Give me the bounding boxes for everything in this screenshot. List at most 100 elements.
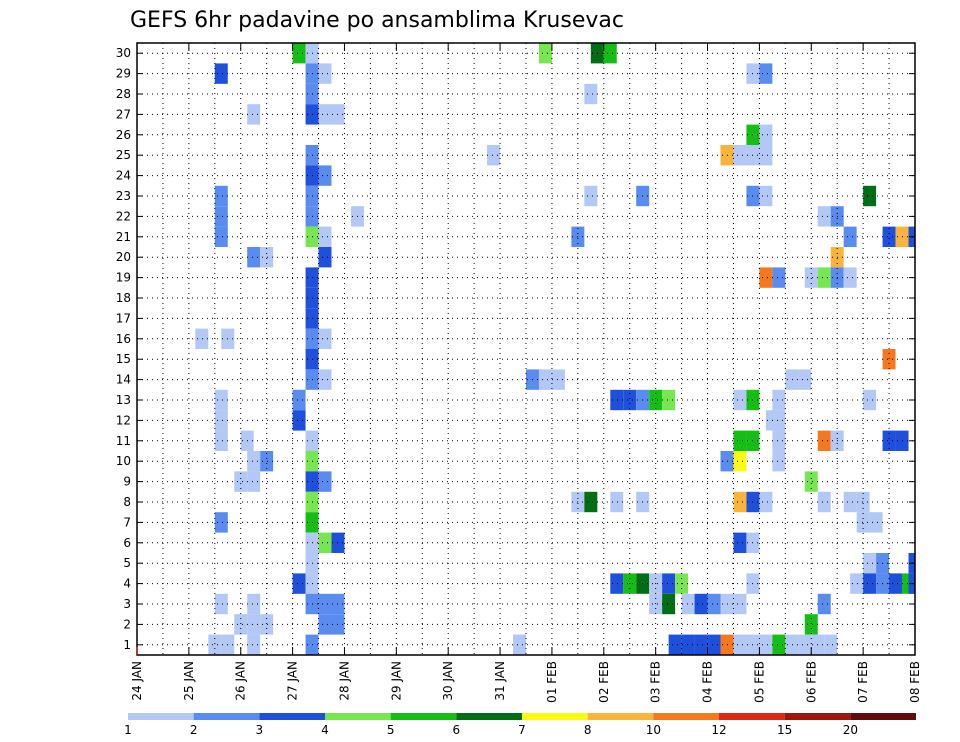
y-tick-label: 30 <box>116 46 131 60</box>
legend-swatch <box>456 713 522 720</box>
x-tick-label: 30 JAN <box>441 661 455 701</box>
heatmap-cell <box>785 369 799 390</box>
legend-label: 15 <box>777 723 792 737</box>
y-tick-label: 3 <box>123 597 131 611</box>
heatmap-cell <box>707 634 721 655</box>
heatmap-cell <box>733 389 747 411</box>
y-tick-label: 24 <box>116 169 131 183</box>
y-tick-label: 6 <box>123 536 131 550</box>
heatmap-cell <box>882 226 896 247</box>
legend-swatch <box>719 713 785 720</box>
heatmap-cell <box>214 430 228 451</box>
heatmap-cell <box>817 206 831 227</box>
color-legend: 1 2 3 4 5 6 7 8 10 12 15 20 <box>124 713 916 737</box>
heatmap-cell <box>804 614 818 635</box>
heatmap-cell <box>214 593 228 615</box>
heatmap-cell <box>610 491 624 513</box>
heatmap-cell <box>292 43 306 64</box>
y-tick-label: 22 <box>116 209 131 223</box>
heatmap-cell <box>694 634 708 655</box>
y-tick-label: 9 <box>123 475 131 489</box>
heatmap-cell <box>318 369 332 390</box>
y-tick-label: 20 <box>116 250 131 264</box>
heatmap-cell <box>214 512 228 533</box>
legend-label: 2 <box>190 723 198 737</box>
legend-swatch <box>587 713 654 720</box>
heatmap-cell <box>759 63 773 84</box>
heatmap-cell <box>772 451 786 472</box>
x-tick-label: 02 FEB <box>597 661 611 703</box>
y-tick-label: 2 <box>123 617 131 631</box>
heatmap-cell <box>759 634 773 655</box>
heatmap-cell <box>623 389 637 411</box>
heatmap-cell <box>318 165 332 186</box>
legend-swatch <box>128 713 194 720</box>
heatmap-cell <box>318 63 332 84</box>
heatmap-cell <box>798 634 812 655</box>
y-tick-label: 18 <box>116 291 131 305</box>
chart-title: GEFS 6hr padavine po ansamblima Krusevac <box>130 8 624 33</box>
x-tick-label: 26 JAN <box>234 661 248 701</box>
y-axis: 1234567891011121314151617181920212223242… <box>116 46 915 652</box>
heatmap-cell <box>824 634 838 655</box>
heatmap-cell <box>772 410 786 431</box>
x-tick-label: 28 JAN <box>337 661 351 701</box>
y-tick-label: 15 <box>116 352 131 366</box>
heatmap-cell <box>720 451 734 472</box>
heatmap-cell <box>584 185 598 207</box>
heatmap-cell <box>733 593 747 615</box>
heatmap-cell <box>214 63 228 84</box>
heatmap-cell <box>292 573 306 594</box>
heatmap-cell <box>772 634 786 655</box>
heatmap-cell <box>662 573 676 594</box>
heatmap-cell <box>720 634 734 655</box>
heatmap-cell <box>247 634 261 655</box>
heatmap-cells <box>195 43 915 655</box>
heatmap-cell <box>649 389 663 411</box>
heatmap-cell <box>292 389 306 411</box>
heatmap-cell <box>733 634 747 655</box>
heatmap-cell <box>318 532 332 553</box>
heatmap-cell <box>662 593 676 615</box>
heatmap-cell <box>662 389 676 411</box>
legend-label: 3 <box>256 723 264 737</box>
x-tick-label: 07 FEB <box>856 661 870 703</box>
legend-label: 10 <box>646 723 661 737</box>
y-tick-label: 13 <box>116 393 131 407</box>
heatmap-cell <box>214 410 228 431</box>
x-tick-label: 24 JAN <box>130 661 144 701</box>
legend-swatch <box>259 713 325 720</box>
heatmap-cell <box>584 491 598 513</box>
legend-swatch <box>193 713 260 720</box>
heatmap-cell <box>318 593 332 615</box>
heatmap-cell <box>817 593 831 615</box>
heatmap-cell <box>247 593 261 615</box>
heatmap-cell <box>882 430 896 451</box>
y-tick-label: 11 <box>116 434 131 448</box>
y-tick-label: 26 <box>116 128 131 142</box>
heatmap-cell <box>863 553 877 574</box>
heatmap-cell <box>318 104 332 125</box>
legend-label: 4 <box>321 723 329 737</box>
heatmap-cell <box>772 267 786 288</box>
x-tick-label: 05 FEB <box>752 661 766 703</box>
heatmap-cell <box>733 491 747 513</box>
heatmap-cell <box>720 145 734 166</box>
y-tick-label: 14 <box>116 373 131 387</box>
heatmap-cell <box>759 267 773 288</box>
heatmap-cell <box>804 267 818 288</box>
heatmap-cell <box>863 573 877 594</box>
heatmap-cell <box>759 124 773 145</box>
y-tick-label: 7 <box>123 515 131 529</box>
y-tick-label: 27 <box>116 107 131 121</box>
heatmap-cell <box>318 614 332 635</box>
legend-swatch <box>653 713 719 720</box>
heatmap-cell <box>733 430 747 451</box>
y-tick-label: 4 <box>123 577 131 591</box>
heatmap-cell <box>804 471 818 492</box>
x-tick-label: 31 JAN <box>493 661 507 701</box>
legend-label: 7 <box>518 723 526 737</box>
heatmap-cell <box>260 614 274 635</box>
heatmap-cell <box>668 634 682 655</box>
